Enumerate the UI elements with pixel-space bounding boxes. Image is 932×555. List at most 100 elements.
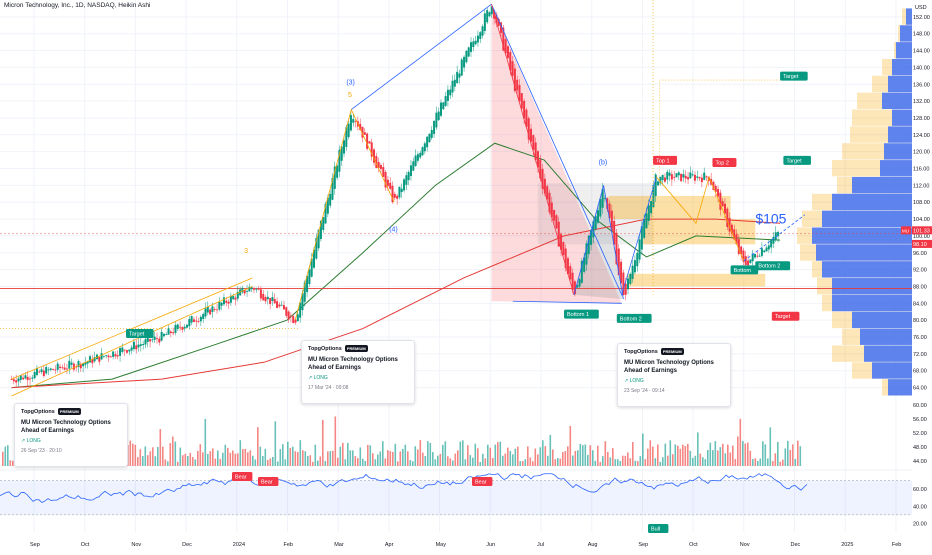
volume-bar [624,455,627,466]
volume-bar [164,459,167,466]
idea-card[interactable]: TopgOptions PREMIUM MU Micron Technology … [301,340,415,404]
volume-bar [149,451,152,466]
volume-profile-bar-blue [860,328,912,345]
volume-bar [662,457,664,466]
candle-body [125,350,128,353]
volume-bar [594,460,597,466]
idea-card[interactable]: TopgOptions PREMIUM MU Micron Technology … [14,403,128,467]
candle-body [675,173,678,178]
candle-body [10,379,13,380]
volume-axis-label: 48.00 [913,445,927,451]
candle-body [550,202,553,218]
bear-tag: Bear [261,480,273,486]
candle-body [536,151,539,168]
candle-body [105,355,108,357]
candle-body [373,149,376,163]
volume-bar [497,442,499,466]
volume-bar [644,459,647,466]
volume-bar [762,441,764,466]
volume-bar [587,454,589,466]
candle-body [368,141,371,144]
candle-body [324,203,327,224]
candle-body [132,341,135,349]
volume-bar [232,450,234,466]
candle-body [77,361,80,367]
volume-bar [584,444,587,466]
candle-body [384,171,387,188]
candle-body [315,237,318,259]
candle-body [774,232,777,241]
candle-body [608,203,611,218]
volume-bar [689,450,692,466]
volume-bar [667,455,669,466]
candle-body [91,359,94,364]
volume-bar [492,458,494,466]
volume-bar [172,436,174,466]
candle-body [539,159,542,179]
price-axis-label: 116.00 [913,167,929,173]
candle-body [541,168,544,189]
rsi-axis-label: 40.00 [913,504,927,510]
volume-bar [287,441,289,466]
volume-bar [244,448,247,466]
volume-bar [759,458,762,466]
candle-body [661,174,664,181]
candle-body [338,149,341,172]
volume-bar [237,453,239,466]
bear-tag: Bear [235,475,247,481]
volume-bar [754,458,757,466]
volume-profile-bar-blue [832,278,912,295]
volume-bar [607,452,609,466]
candle-body [197,321,200,322]
price-axis-label: 84.00 [913,301,927,307]
candle-body [756,255,759,257]
candle-body [442,102,445,110]
wave-line-blue [512,300,622,304]
volume-bar [494,444,497,466]
candle-body [638,239,641,260]
candle-body [179,326,182,328]
price-target-label: $105 [755,210,786,226]
candle-body [403,179,406,191]
candle-body [444,96,447,106]
candle-body [509,52,512,71]
bear-tag-bg [258,477,279,486]
candle-body [451,80,454,93]
volume-bar [447,456,449,466]
candle-body [262,293,265,301]
candle-body [663,177,666,182]
candle-body [276,301,279,308]
candle-body [343,140,346,154]
candle-body [456,71,459,84]
volume-bar [612,448,614,466]
candle-body [160,331,163,341]
volume-bar [214,458,217,466]
candle-body [229,295,232,303]
volume-bar [402,448,404,466]
top-tag-bg [712,157,737,167]
idea-meta: 26 Sep '23 · 20:10 [21,448,62,454]
volume-bar [357,458,359,466]
volume-bar [547,455,549,466]
time-axis-label: Sep [30,542,40,548]
candle-body [264,297,267,302]
volume-bar [562,452,564,466]
volume-bar [472,457,474,466]
idea-meta: 23 Sep '24 · 09:14 [624,388,665,394]
candle-body [592,221,595,238]
candle-body [359,123,362,130]
volume-bar [409,460,412,466]
volume-bar [159,429,162,466]
candle-body [571,272,574,290]
candle-body [250,287,253,290]
candle-body [668,172,671,176]
volume-bar [487,444,489,466]
volume-profile-bar-blue [822,261,912,278]
candle-body [199,316,202,322]
idea-card[interactable]: TopgOptions PREMIUM MU Micron Technology … [617,343,731,407]
candle-body [594,216,597,230]
volume-profile-bar-blue [882,92,912,110]
volume-bar [502,455,504,466]
